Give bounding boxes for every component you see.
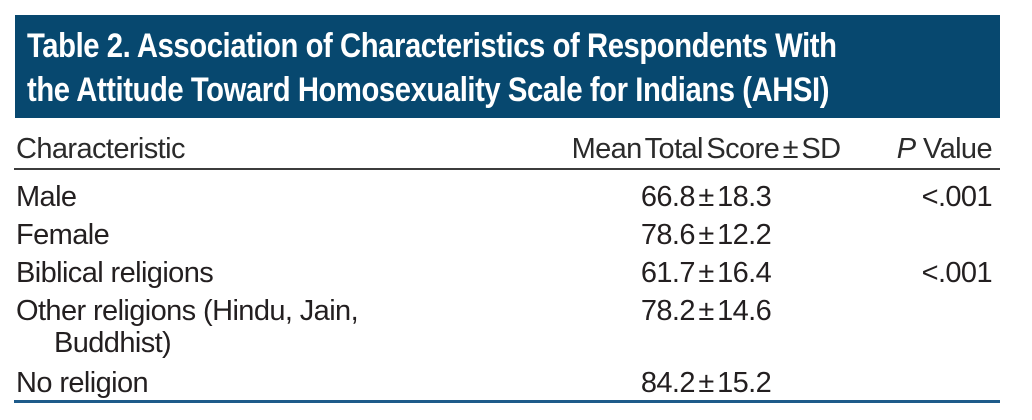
column-header-p-value: P Value [896, 133, 993, 165]
mean-score-cell: 61.7 ± 16.4 [640, 257, 772, 289]
table-title-line-2: the Attitude Toward Homosexuality Scale … [27, 71, 830, 109]
table-header-row: Characteristic Mean Total Score ± SD P V… [15, 133, 1000, 167]
mean-score-cell: 78.6 ± 12.2 [640, 219, 772, 251]
bottom-rule [14, 400, 1000, 403]
characteristic-text-line-2: Buddhist) [54, 327, 172, 359]
table-title-line-1: Table 2. Association of Characteristics … [27, 27, 837, 65]
table-row-no-religion: No religion 84.2 ± 15.2 [15, 367, 1000, 401]
mean-score-cell: 66.8 ± 18.3 [640, 181, 772, 213]
table-row-other-religions: Other religions (Hindu, Jain, Buddhist) … [15, 295, 1000, 365]
table-title: Table 2. Association of Characteristics … [15, 15, 1000, 112]
p-value-cell: <.001 [921, 181, 993, 213]
table-row-biblical-religions: Biblical religions 61.7 ± 16.4 <.001 [15, 257, 1000, 291]
column-header-characteristic: Characteristic [16, 133, 185, 165]
characteristic-text-line-1: Other religions (Hindu, Jain, [16, 295, 359, 327]
characteristic-cell: Female [16, 219, 110, 251]
mean-score-cell: 84.2 ± 15.2 [640, 367, 772, 399]
characteristic-cell: Male [16, 181, 77, 213]
table-title-banner: Table 2. Association of Characteristics … [15, 15, 1000, 118]
characteristic-cell: Other religions (Hindu, Jain, Buddhist) [16, 295, 556, 359]
column-header-mean-total-score: Mean Total Score ± SD [571, 133, 841, 165]
p-value-cell: <.001 [921, 257, 993, 289]
characteristic-cell: No religion [16, 367, 149, 399]
header-rule [14, 168, 1000, 170]
mean-score-cell: 78.2 ± 14.6 [640, 295, 772, 327]
table-row-male: Male 66.8 ± 18.3 <.001 [15, 181, 1000, 215]
table-row-female: Female 78.6 ± 12.2 [15, 219, 1000, 253]
characteristic-cell: Biblical religions [16, 257, 214, 289]
